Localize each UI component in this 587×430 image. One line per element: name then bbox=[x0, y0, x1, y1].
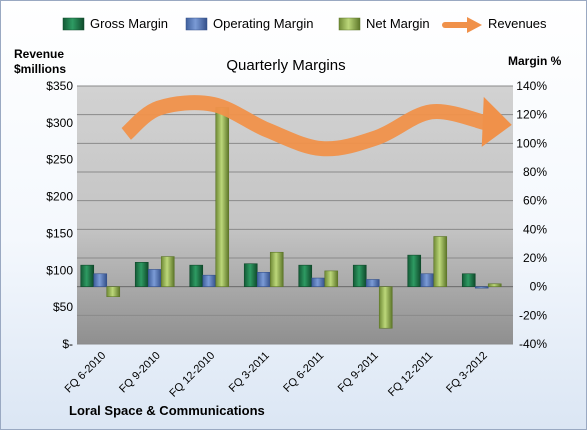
right-tick-label: 60% bbox=[523, 194, 547, 208]
operating-margin-bar bbox=[474, 286, 489, 289]
net-margin-bar bbox=[160, 256, 175, 287]
category-label: FQ 3-2012 bbox=[444, 350, 490, 396]
left-tick-label: $200 bbox=[46, 190, 73, 204]
right-tick-label: 20% bbox=[523, 251, 547, 265]
right-axis-title: Margin % bbox=[508, 54, 562, 68]
category-label: FQ 6-2011 bbox=[281, 350, 326, 395]
category-label: FQ 12-2010 bbox=[167, 350, 217, 400]
net-margin-bar bbox=[378, 286, 393, 329]
right-tick-label: -20% bbox=[519, 308, 547, 322]
operating-margin-bar bbox=[365, 279, 380, 287]
legend-item-net-margin: Net Margin bbox=[338, 16, 430, 31]
legend-item-operating-margin: Operating Margin bbox=[185, 16, 313, 31]
right-tick-label: 120% bbox=[516, 108, 547, 122]
category-label: FQ 3-2011 bbox=[227, 350, 272, 395]
revenue-arrowhead bbox=[481, 96, 512, 147]
legend-label-net-margin: Net Margin bbox=[366, 16, 430, 31]
left-tick-label: $50 bbox=[53, 300, 73, 314]
right-tick-label: 0% bbox=[530, 280, 548, 294]
net-margin-bar bbox=[324, 270, 339, 287]
net-margin-bar bbox=[433, 236, 448, 287]
legend-label-gross-margin: Gross Margin bbox=[90, 16, 168, 31]
right-tick-label: 140% bbox=[516, 79, 547, 93]
right-tick-label: 100% bbox=[516, 136, 547, 150]
operating-margin-bar bbox=[147, 269, 162, 287]
gross-margin-bar bbox=[134, 261, 149, 287]
gross-margin-bar bbox=[243, 263, 258, 287]
category-label: FQ 12-2011 bbox=[386, 350, 435, 399]
gross-margin-bar bbox=[461, 273, 476, 287]
net-margin-bar bbox=[106, 286, 121, 297]
left-tick-label: $- bbox=[62, 337, 73, 351]
net-margin-bar bbox=[269, 251, 284, 287]
plot-area bbox=[77, 86, 513, 344]
right-tick-label: 40% bbox=[523, 222, 547, 236]
operating-margin-bar bbox=[202, 274, 217, 287]
legend-swatch-net-margin bbox=[338, 17, 361, 31]
gross-margin-bar bbox=[298, 264, 313, 287]
gross-margin-bar bbox=[407, 254, 422, 287]
operating-margin-bar bbox=[256, 272, 271, 287]
legend-item-gross-margin: Gross Margin bbox=[62, 16, 168, 31]
net-margin-bar bbox=[487, 283, 502, 287]
operating-margin-bar bbox=[93, 273, 108, 287]
legend: Gross Margin Operating Margin Net Margin… bbox=[62, 16, 547, 33]
operating-margin-bar bbox=[311, 277, 326, 287]
gross-margin-bar bbox=[80, 264, 95, 287]
legend-label-revenues: Revenues bbox=[488, 16, 547, 31]
category-labels: FQ 6-2010 FQ 9-2010 FQ 12-2010 FQ 3-2011 FQ … bbox=[63, 350, 490, 400]
left-axis-title-line1: Revenue bbox=[14, 47, 64, 61]
left-tick-label: $350 bbox=[46, 79, 73, 93]
legend-swatch-gross-margin bbox=[62, 17, 85, 31]
left-tick-label: $150 bbox=[46, 226, 73, 240]
legend-arrowhead-revenues bbox=[467, 17, 482, 33]
left-axis-title-line2: $millions bbox=[14, 62, 66, 76]
category-label: FQ 6-2010 bbox=[63, 350, 109, 396]
legend-label-operating-margin: Operating Margin bbox=[213, 16, 313, 31]
left-tick-label: $300 bbox=[46, 116, 73, 130]
revenue-series bbox=[121, 95, 512, 157]
net-margin-bar bbox=[215, 107, 230, 287]
legend-item-revenues: Revenues bbox=[442, 16, 547, 33]
left-axis-ticks: $- $50 $100 $150 $200 $250 $300 $350 bbox=[46, 79, 73, 351]
company-name: Loral Space & Communications bbox=[69, 403, 265, 418]
left-tick-label: $100 bbox=[46, 263, 73, 277]
right-tick-label: -40% bbox=[519, 337, 547, 351]
right-tick-label: 80% bbox=[523, 165, 547, 179]
right-axis-ticks: -40% -20% 0% 20% 40% 60% 80% 100% 120% 140% bbox=[516, 79, 547, 351]
revenue-curve bbox=[121, 95, 488, 157]
chart-title: Quarterly Margins bbox=[226, 57, 345, 74]
category-label: FQ 9-2011 bbox=[336, 350, 381, 395]
category-label: FQ 9-2010 bbox=[117, 350, 163, 396]
operating-margin-bar bbox=[420, 273, 435, 287]
gross-margin-bar bbox=[189, 264, 204, 287]
legend-swatch-operating-margin bbox=[185, 17, 208, 31]
gross-margin-bar bbox=[352, 264, 367, 287]
left-tick-label: $250 bbox=[46, 153, 73, 167]
